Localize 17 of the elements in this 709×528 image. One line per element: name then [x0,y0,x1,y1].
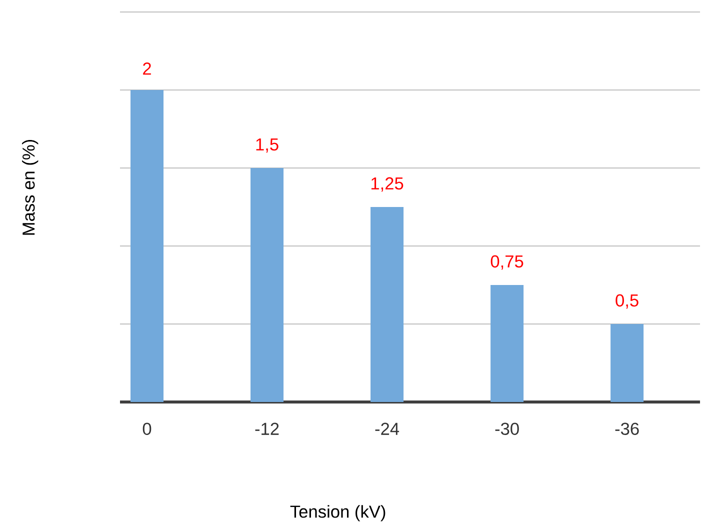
data-label: 2 [143,62,151,75]
data-label: 0,5 [616,294,638,309]
x-axis-title: Tension (kV) [290,505,386,522]
x-tick-label: -12 [255,422,279,435]
bar [250,168,284,402]
x-tick-label: -36 [615,422,639,435]
bar [130,90,164,402]
data-label: 1,25 [371,177,404,192]
data-label: 0,75 [490,255,524,270]
y-axis-title: Mass en (%) [22,140,38,235]
x-tick-label: -24 [375,422,400,435]
bar [610,324,644,402]
bar [370,207,404,402]
data-label: 1,5 [256,138,278,153]
x-tick-label: -30 [495,422,519,435]
x-tick-label: 0 [142,422,152,435]
bar [490,284,524,402]
